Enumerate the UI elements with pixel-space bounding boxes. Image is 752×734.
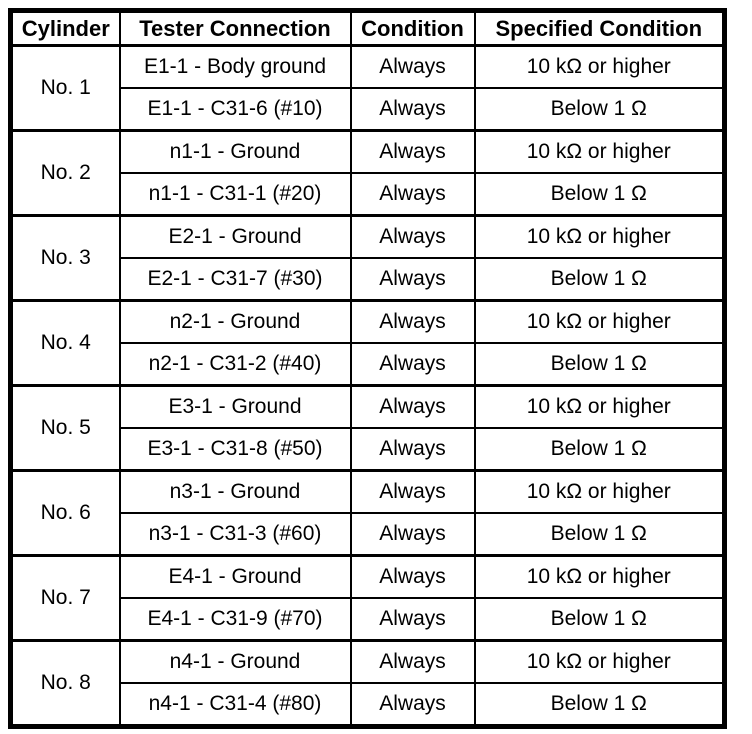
table-row: No. 2 n1-1 - Ground Always 10 kΩ or higher [9,129,726,217]
specified-condition-cell: 10 kΩ or higher [473,639,726,684]
condition-cell: Always [349,597,476,642]
specified-condition-cell: Below 1 Ω [473,682,726,728]
condition-cell: Always [349,172,476,217]
tester-connection-cell: E2-1 - C31-7 (#30) [118,257,352,302]
condition-cell: Always [349,342,476,387]
tester-connection-cell: E3-1 - C31-8 (#50) [118,427,352,472]
header-cylinder: Cylinder [9,9,121,47]
header-specified-condition: Specified Condition [473,9,726,47]
condition-cell: Always [349,384,476,429]
table-row: No. 7 E4-1 - Ground Always 10 kΩ or higher [9,554,726,642]
condition-cell: Always [349,639,476,684]
tester-connection-cell: n3-1 - C31-3 (#60) [118,512,352,557]
table-row: No. 8 n4-1 - Ground Always 10 kΩ or higher [9,639,726,728]
condition-cell: Always [349,512,476,557]
tester-connection-cell: n2-1 - C31-2 (#40) [118,342,352,387]
condition-cell: Always [349,299,476,344]
table-row: E4-1 - C31-9 (#70) Always Below 1 Ω [11,597,726,642]
table-row: No. 5 E3-1 - Ground Always 10 kΩ or higher [9,384,726,472]
cylinder-cell: No. 3 [9,214,121,302]
table-row: No. 1 E1-1 - Body ground Always 10 kΩ or hi… [9,44,726,132]
specified-condition-cell: 10 kΩ or higher [473,554,726,599]
tester-connection-cell: E1-1 - C31-6 (#10) [118,87,352,132]
tester-connection-cell: E4-1 - Ground [118,554,352,599]
condition-cell: Always [349,214,476,259]
tester-connection-cell: n4-1 - Ground [118,639,352,684]
condition-cell: Always [349,129,476,174]
table-body: No. 1 E1-1 - Body ground Always 10 kΩ or hi… [9,44,726,728]
header-tester-connection: Tester Connection [118,9,352,47]
tester-connection-cell: E2-1 - Ground [118,214,352,259]
condition-cell: Always [349,469,476,514]
table-row: No. 4 n2-1 - Ground Always 10 kΩ or higher [9,299,726,387]
specified-condition-cell: 10 kΩ or higher [473,214,726,259]
condition-cell: Always [349,44,476,89]
specified-condition-cell: Below 1 Ω [473,512,726,557]
table-row: E3-1 - C31-8 (#50) Always Below 1 Ω [11,427,726,472]
specified-condition-cell: Below 1 Ω [473,87,726,132]
table-row: n2-1 - C31-2 (#40) Always Below 1 Ω [11,342,726,387]
tester-connection-cell: n1-1 - Ground [118,129,352,174]
cylinder-cell: No. 2 [9,129,121,217]
specified-condition-cell: 10 kΩ or higher [473,299,726,344]
cylinder-cell: No. 7 [9,554,121,642]
condition-cell: Always [349,427,476,472]
specified-condition-cell: 10 kΩ or higher [473,384,726,429]
cylinder-cell: No. 4 [9,299,121,387]
condition-cell: Always [349,554,476,599]
table-row: n1-1 - C31-1 (#20) Always Below 1 Ω [11,172,726,217]
table-row: No. 6 n3-1 - Ground Always 10 kΩ or higher [9,469,726,557]
tester-connection-cell: n2-1 - Ground [118,299,352,344]
table-row: E1-1 - C31-6 (#10) Always Below 1 Ω [11,87,726,132]
tester-connection-cell: n4-1 - C31-4 (#80) [118,682,352,728]
header-condition: Condition [349,9,476,47]
specified-condition-cell: 10 kΩ or higher [473,469,726,514]
resistance-check-table: Cylinder Tester Connection Condition Spe… [8,8,727,729]
tester-connection-cell: n3-1 - Ground [118,469,352,514]
table-row: E2-1 - C31-7 (#30) Always Below 1 Ω [11,257,726,302]
specified-condition-cell: Below 1 Ω [473,427,726,472]
specified-condition-cell: 10 kΩ or higher [473,44,726,89]
tester-connection-cell: E1-1 - Body ground [118,44,352,89]
table-row: No. 3 E2-1 - Ground Always 10 kΩ or higher [9,214,726,302]
condition-cell: Always [349,257,476,302]
specified-condition-cell: Below 1 Ω [473,342,726,387]
specified-condition-cell: Below 1 Ω [473,597,726,642]
table-header-row: Cylinder Tester Connection Condition Spe… [9,9,726,47]
cylinder-cell: No. 8 [9,639,121,728]
tester-connection-cell: E3-1 - Ground [118,384,352,429]
specified-condition-cell: Below 1 Ω [473,172,726,217]
specified-condition-cell: 10 kΩ or higher [473,129,726,174]
cylinder-cell: No. 5 [9,384,121,472]
tester-connection-cell: E4-1 - C31-9 (#70) [118,597,352,642]
tester-connection-cell: n1-1 - C31-1 (#20) [118,172,352,217]
cylinder-cell: No. 1 [9,44,121,132]
table-row: n3-1 - C31-3 (#60) Always Below 1 Ω [11,512,726,557]
table-row: n4-1 - C31-4 (#80) Always Below 1 Ω [11,682,726,728]
condition-cell: Always [349,682,476,728]
cylinder-cell: No. 6 [9,469,121,557]
condition-cell: Always [349,87,476,132]
specified-condition-cell: Below 1 Ω [473,257,726,302]
